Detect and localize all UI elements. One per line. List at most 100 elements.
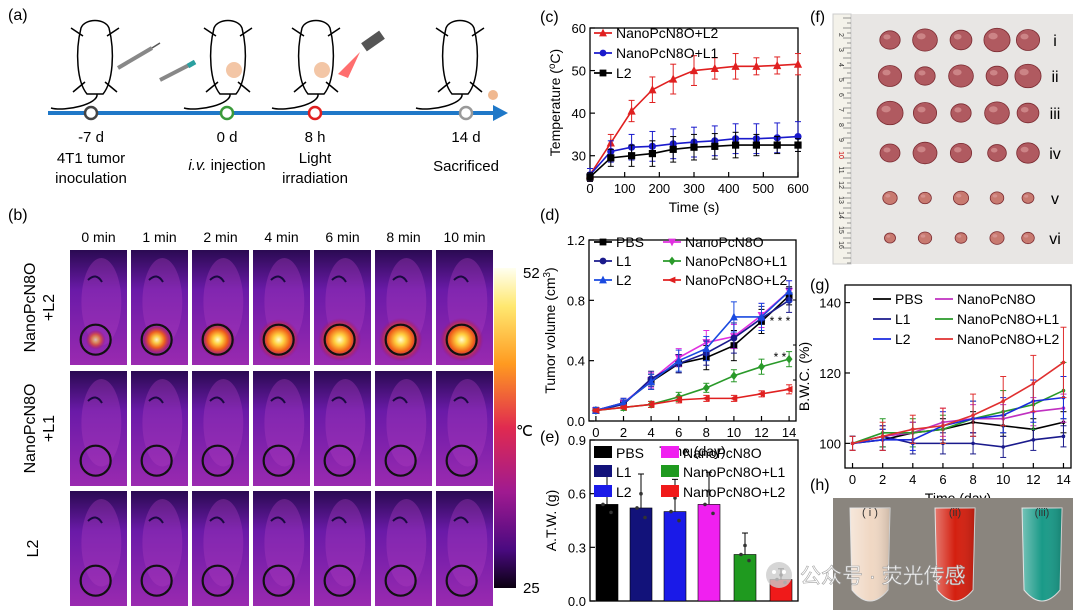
thermal-time-labels: 0 min 1 min 2 min 4 min 6 min 8 min 10 min [81,229,485,245]
data-point [1061,434,1066,439]
y-tick-label: 50 [572,64,586,79]
replicate-point [747,558,751,563]
thermal-row-label-line: NanoPcN8O [22,384,39,474]
tumor-group-label: iv [1049,146,1061,163]
series-l2 [586,131,802,182]
timeline-node [458,105,474,121]
x-tick-label: 500 [752,181,774,196]
data-point [648,85,657,94]
tumor-roi-circle [323,564,356,597]
thermal-row-label-line: NanoPcN8O [22,263,39,353]
data-point [757,312,766,321]
data-point [971,413,975,418]
tumor-highlight [989,69,998,76]
x-tick-label: 6 [675,425,682,440]
legend-label: NanoPcN8O [685,234,764,250]
tumor-roi-circle [140,444,173,477]
tumor-highlight [992,194,998,198]
thermal-image [375,491,432,606]
tumor-highlight [881,105,891,113]
legend-label: NanoPcN8O+L2 [685,272,788,288]
mouse-ear-shadow [209,275,225,283]
x-axis-label: Time (s) [669,199,720,215]
timeline-event-rest: injection [206,157,265,174]
excised-tumor [984,101,1010,125]
replicate-point [707,489,711,493]
mouse-body-glow [325,379,366,467]
excised-tumor [948,64,974,88]
ruler-number: 12 [837,181,844,189]
mouse-ear-shadow [209,396,225,404]
replicate-point [601,502,605,507]
data-point [971,441,975,446]
tumor-highlight [992,234,998,238]
y-tick-label: 0.0 [567,414,585,429]
laser-icon [338,30,385,78]
data-point [599,275,607,284]
tumor-group-label: iii [1050,106,1061,123]
y-tick-label: 100 [819,436,841,451]
data-point [1031,438,1036,442]
plot-frame [844,284,1072,469]
syringe-icon [116,42,197,82]
data-point [758,362,765,372]
plot-frame [589,439,799,602]
data-point [599,257,607,265]
ruler-number: 10 [837,151,844,159]
thermal-time-label: 1 min [142,229,176,245]
tumor-hotspot [199,321,236,358]
tumor-roi-circle [79,444,112,477]
replicate-point [635,506,639,510]
data-point [752,61,761,70]
tumor-group-label: ii [1051,69,1058,86]
panel-label-c: (c) [540,9,559,26]
x-tick-label: 8 [969,472,976,487]
excised-tumor [1015,29,1041,51]
x-tick-label: 12 [1026,472,1040,487]
legend-label: NanoPcN8O+L2 [616,25,719,41]
panel-label-d: (d) [540,207,560,224]
mouse-body-glow [386,499,427,587]
x-tick-label: 300 [683,181,705,196]
x-tick-label: 12 [754,425,768,440]
mouse-body-glow [447,499,488,587]
tumor-roi-circle [79,564,112,597]
legend: NanoPcN8O+L2 NanoPcN8O+L1 L2 [594,25,719,81]
legend-label: NanoPcN8O+L1 [616,45,719,61]
tumor-highlight [1024,194,1029,198]
thermal-row-label-line: +L1 [41,415,58,442]
timeline-events: -7 d 4T1 tumor inoculation 0 d i.v. injectio… [55,105,499,187]
data-point [730,334,738,342]
mouse-ear-shadow [392,396,408,404]
mouse-icon [415,19,485,110]
tumor-highlight [1020,33,1029,40]
mouse-ear-shadow [270,396,286,404]
data-point [689,65,699,75]
tumor-roi-circle [323,323,356,356]
tumor-highlight [954,107,962,113]
excised-tumor [989,191,1005,205]
ruler-number: 2 [837,33,844,37]
mouse-body-glow [386,379,427,467]
y-tick-label: 0.3 [568,540,586,555]
tumor-highlight [953,33,962,40]
tumor-roi-circle [262,323,295,356]
data-point [702,383,710,393]
y-axis-label-part: Tumor volume (cm [542,277,558,393]
tumor-highlight [1020,146,1029,153]
tumor-group-label: v [1051,191,1059,208]
ruler-number: 14 [837,211,844,219]
bar [733,554,757,602]
mouse-ear-shadow [270,516,286,524]
x-tick-label: 14 [782,425,796,440]
legend-swatch [661,446,679,458]
mouse-body-glow [447,379,488,467]
mouse-ear-shadow [392,516,408,524]
tumor-roi-circle [262,564,295,597]
replicate-point [639,491,643,496]
data-point [785,354,793,364]
data-point [591,407,600,414]
mouse-body-glow [203,499,244,587]
y-axis-label: B.W.C. (%) [796,342,812,411]
